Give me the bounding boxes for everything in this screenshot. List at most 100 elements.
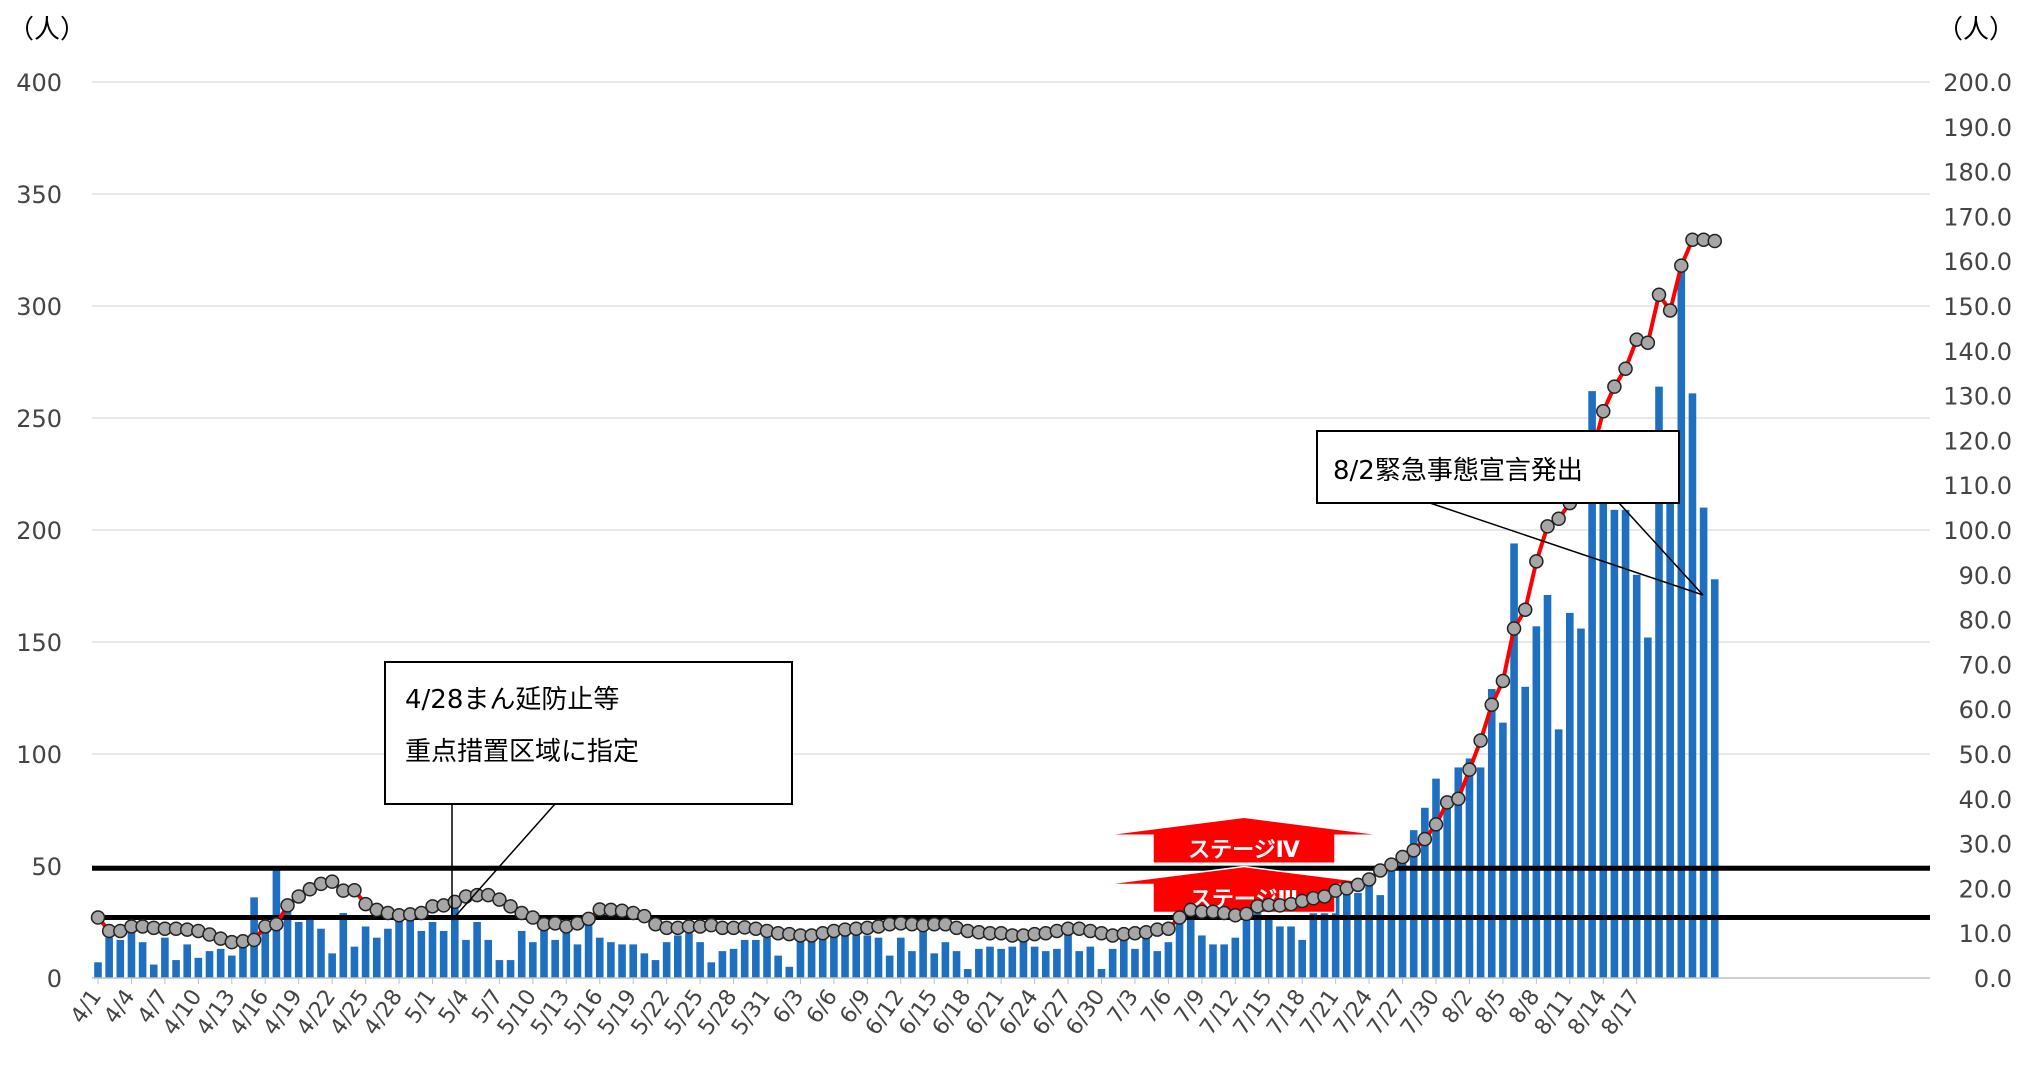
bar: [172, 960, 180, 978]
right-y-tick-label: 0.0: [1974, 965, 2012, 993]
bar: [1343, 892, 1351, 978]
bar: [1487, 689, 1496, 978]
bar: [852, 935, 860, 978]
annotation-428-pointer-2: [451, 803, 556, 921]
ma-point: [1607, 379, 1622, 394]
left-y-tick-label: 400: [16, 69, 62, 97]
bar: [1710, 579, 1719, 978]
bar: [618, 944, 626, 978]
bar: [1097, 969, 1106, 978]
bar: [1030, 946, 1039, 978]
bar: [1298, 939, 1306, 978]
left-y-tick-label: 250: [16, 405, 62, 433]
bar: [1554, 729, 1563, 978]
x-tick-label: 8/17: [1597, 985, 1646, 1040]
bar: [428, 922, 437, 978]
bar: [529, 942, 537, 978]
bar: [1432, 778, 1440, 978]
right-y-tick-label: 190.0: [1943, 114, 2012, 142]
bar: [1153, 951, 1162, 978]
bar: [306, 919, 314, 978]
ma-point: [291, 889, 306, 904]
bar: [1264, 915, 1273, 978]
annotation-428: 4/28まん延防止等 重点措置区域に指定: [384, 661, 793, 921]
ma-point: [1417, 831, 1433, 847]
ma-point: [1172, 910, 1187, 925]
bar: [1354, 892, 1362, 978]
left-y-tick-label: 150: [16, 629, 62, 657]
ma-point: [1517, 602, 1533, 617]
right-y-tick-label: 40.0: [1959, 786, 2012, 814]
bar: [1075, 951, 1083, 978]
ma-point: [637, 908, 652, 924]
bar: [1365, 883, 1373, 978]
bar: [908, 951, 916, 978]
bar: [685, 933, 693, 978]
bar: [1666, 467, 1674, 978]
stage-4-arrow-shape: [1102, 816, 1386, 864]
right-y-tick-label: 150.0: [1943, 293, 2012, 321]
left-y-tick-label: 350: [16, 181, 62, 209]
bar: [328, 953, 336, 978]
daily-cases-bars: [94, 270, 1719, 978]
bar: [294, 922, 303, 978]
ma-point: [358, 896, 373, 912]
right-y-tick-label: 200.0: [1943, 69, 2012, 97]
bar: [1108, 948, 1117, 978]
bar: [384, 928, 392, 978]
ma-point: [581, 911, 596, 927]
bar: [1588, 391, 1596, 978]
bar: [674, 935, 682, 978]
bar: [1443, 796, 1451, 978]
ma-point: [1317, 889, 1332, 904]
bar: [696, 942, 704, 978]
bar: [451, 897, 459, 978]
bar: [1532, 626, 1541, 978]
bar: [1610, 509, 1619, 978]
ma-point: [246, 932, 262, 948]
bar: [1510, 543, 1518, 978]
ma-point: [1462, 762, 1477, 777]
bar: [149, 964, 158, 978]
bar: [495, 960, 504, 978]
bar: [796, 942, 805, 978]
bar: [1309, 901, 1318, 978]
bar: [1454, 767, 1463, 978]
ma-point: [90, 910, 106, 925]
right-axis-unit: （人）: [1937, 15, 2015, 45]
right-y-tick-label: 110.0: [1943, 472, 2012, 500]
ma-point: [1384, 857, 1399, 872]
left-y-tick-label: 50: [31, 853, 62, 881]
bar: [372, 937, 381, 978]
right-y-tick-label: 10.0: [1959, 920, 2012, 948]
bar: [1655, 386, 1663, 978]
ma-point: [347, 882, 362, 898]
ma-point: [1428, 817, 1444, 832]
bar: [1220, 944, 1228, 978]
bar: [1120, 939, 1128, 978]
annotation-82-pointer-2: [1618, 502, 1704, 596]
bar: [1331, 892, 1340, 978]
x-tick-label: 4/1: [66, 985, 107, 1028]
annotation-428-line-2: 重点措置区域に指定: [405, 737, 639, 767]
bar: [1409, 830, 1418, 978]
bar: [807, 939, 816, 978]
ma-point: [1484, 697, 1499, 712]
ma-point: [503, 899, 518, 914]
bar: [473, 922, 481, 978]
bar: [361, 926, 370, 978]
bar: [1421, 807, 1429, 978]
bar: [1131, 948, 1139, 978]
x-tick-label: 5/4: [434, 985, 475, 1028]
bar: [897, 937, 905, 978]
bar: [562, 928, 571, 978]
ma-point: [1651, 287, 1667, 303]
bar: [818, 933, 827, 978]
bar: [506, 960, 515, 978]
ma-point: [1395, 849, 1410, 865]
bar: [874, 937, 883, 978]
bar: [1599, 474, 1608, 978]
bar: [406, 910, 414, 978]
bar: [462, 939, 470, 978]
bar: [350, 946, 359, 978]
